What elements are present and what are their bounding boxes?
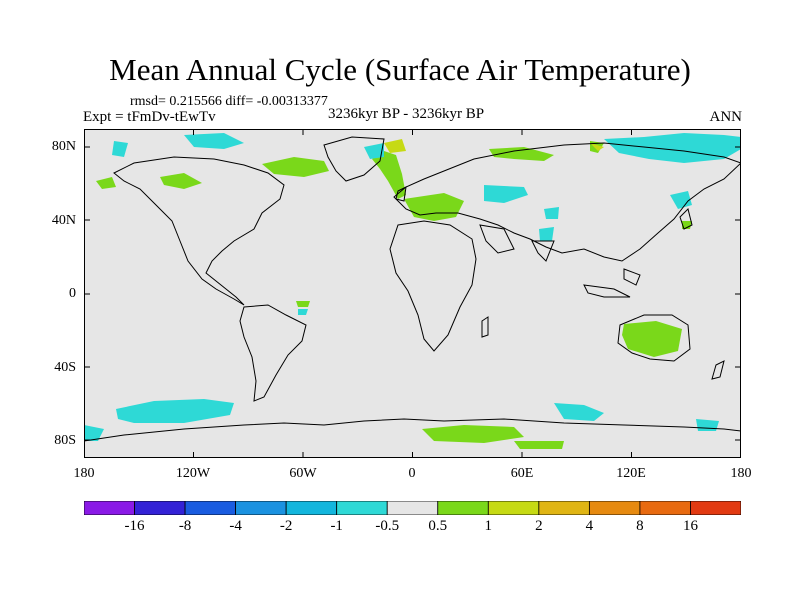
colorbar-box (134, 501, 186, 515)
colorbar-label: 0.5 (428, 518, 448, 534)
colorbar-box (690, 501, 741, 515)
period-label: 3236kyr BP - 3236kyr BP (327, 106, 485, 122)
lat-tick-0: 0 (69, 286, 76, 301)
cool-anomaly-patches (84, 133, 741, 441)
colorbar-box (639, 501, 691, 515)
colorbar-box (84, 501, 135, 515)
colorbar-box (285, 501, 338, 515)
lon-tick-0: 0 (408, 466, 416, 481)
anomaly-map (84, 129, 741, 458)
lat-tick-40S: 40S (54, 360, 76, 375)
lon-tick-180-left: 180 (73, 466, 95, 481)
season-label: ANN (709, 109, 743, 125)
colorbar-label: 4 (585, 518, 594, 534)
colorbar-label: 1 (484, 518, 493, 534)
colorbar-box (184, 501, 237, 515)
colorbar-label: -0.5 (375, 518, 400, 534)
colorbar-label: 8 (636, 518, 644, 534)
plot-title: Mean Annual Cycle (Surface Air Temperatu… (109, 52, 691, 87)
lat-tick-80S: 80S (54, 433, 76, 448)
lon-tick-60W: 60W (289, 466, 317, 481)
lat-tick-40N: 40N (51, 213, 76, 228)
lon-tick-120W: 120W (175, 466, 211, 481)
colorbar-box (487, 501, 540, 515)
coastlines (84, 136, 741, 442)
stats-text: rmsd= 0.215566 diff= -0.00313377 (130, 94, 328, 109)
colorbar-label: 2 (535, 518, 543, 534)
lon-tick-120E: 120E (616, 466, 646, 481)
lon-tick-60E: 60E (510, 466, 534, 481)
map-ticks (84, 129, 741, 458)
colorbar-label: -2 (279, 518, 293, 534)
warm-strong-patches (384, 139, 604, 153)
colorbar-label: 16 (682, 518, 698, 534)
colorbar-box (538, 501, 590, 515)
colorbar-label: -4 (229, 518, 242, 534)
colorbar (84, 501, 741, 515)
colorbar-label: -1 (330, 518, 343, 534)
colorbar-box (437, 501, 489, 515)
lat-tick-80N: 80N (51, 139, 76, 154)
colorbar-box (588, 501, 641, 515)
lon-tick-180-right: 180 (730, 466, 752, 481)
experiment-label: Expt = tFmDv-tEwTv (83, 109, 216, 125)
colorbar-box (336, 501, 388, 515)
colorbar-label: -16 (124, 518, 145, 534)
warm-anomaly-patches (96, 141, 692, 449)
colorbar-box (235, 501, 287, 515)
colorbar-label: -8 (178, 518, 192, 534)
colorbar-box (386, 501, 439, 515)
